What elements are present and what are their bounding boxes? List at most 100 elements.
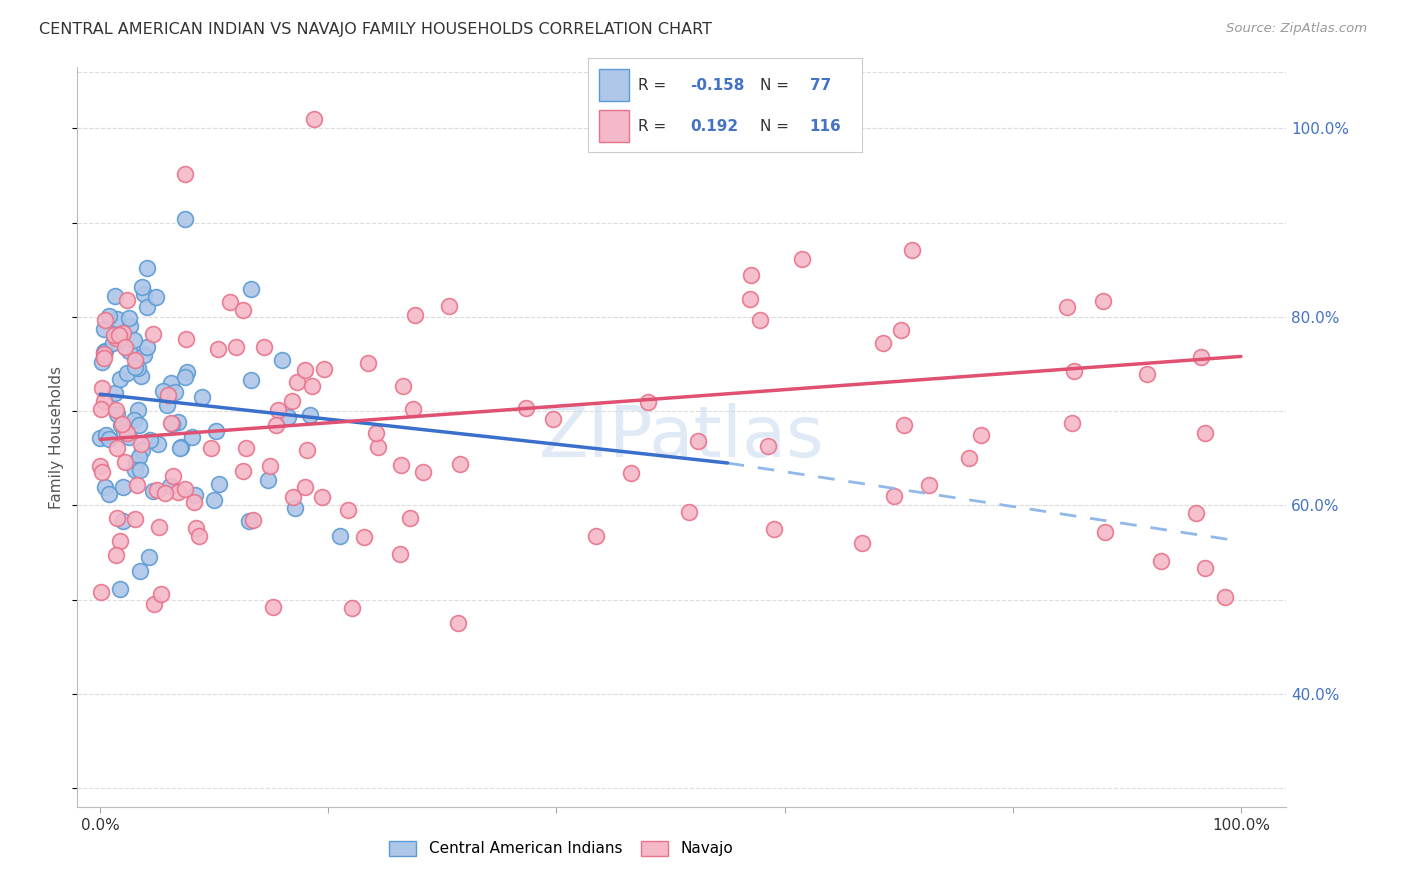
Point: [125, 455, 148, 469]
Point: [111, 417, 134, 431]
Point: [257, 473, 280, 487]
Bar: [599, 70, 628, 101]
Point: [152, 384, 174, 399]
Point: [170, 440, 193, 454]
Point: [118, 429, 141, 443]
Point: [851, 535, 873, 549]
Point: [181, 430, 204, 444]
Point: [131, 443, 153, 458]
Point: [1189, 351, 1212, 365]
Point: [412, 465, 434, 479]
Point: [122, 333, 145, 347]
Point: [128, 450, 150, 464]
Point: [93, 345, 115, 359]
Point: [124, 463, 146, 477]
Point: [142, 483, 165, 498]
Point: [232, 464, 254, 478]
Point: [207, 342, 229, 356]
Point: [103, 327, 125, 342]
Point: [1136, 368, 1159, 382]
Point: [262, 600, 284, 615]
Point: [103, 385, 125, 400]
Point: [146, 437, 169, 451]
Point: [176, 365, 198, 379]
Point: [127, 360, 149, 375]
Point: [108, 582, 131, 596]
Point: [90, 402, 112, 417]
Point: [901, 243, 924, 257]
Point: [110, 372, 132, 386]
Point: [114, 340, 136, 354]
Point: [173, 482, 195, 496]
Point: [191, 390, 214, 404]
Y-axis label: Family Households: Family Households: [49, 366, 65, 508]
Point: [122, 412, 145, 426]
Point: [128, 565, 150, 579]
Point: [312, 361, 335, 376]
Point: [302, 112, 325, 126]
Point: [117, 293, 139, 307]
Point: [148, 520, 170, 534]
Point: [129, 368, 152, 383]
Point: [93, 322, 115, 336]
Point: [90, 585, 112, 599]
Point: [620, 466, 643, 480]
Point: [132, 287, 155, 301]
Point: [762, 522, 785, 536]
Point: [749, 313, 772, 327]
Point: [105, 441, 128, 455]
Text: 77: 77: [810, 78, 831, 93]
Text: 0.192: 0.192: [690, 119, 738, 134]
Point: [957, 451, 980, 466]
Point: [872, 335, 894, 350]
Point: [112, 480, 135, 494]
Point: [97, 432, 120, 446]
Point: [135, 261, 157, 276]
Point: [183, 495, 205, 509]
Point: [174, 332, 197, 346]
Text: Source: ZipAtlas.com: Source: ZipAtlas.com: [1226, 22, 1367, 36]
Point: [207, 477, 229, 491]
Point: [235, 441, 257, 455]
Point: [124, 359, 146, 374]
Point: [264, 417, 287, 432]
Point: [1150, 554, 1173, 568]
Point: [200, 442, 222, 456]
Point: [128, 417, 150, 432]
Point: [301, 379, 323, 393]
Point: [970, 428, 993, 442]
Point: [127, 403, 149, 417]
Point: [437, 299, 460, 313]
Point: [89, 458, 111, 473]
Point: [285, 375, 308, 389]
Point: [124, 352, 146, 367]
Point: [107, 328, 129, 343]
Point: [110, 533, 132, 548]
Point: [404, 308, 426, 322]
Point: [160, 417, 183, 431]
Point: [167, 484, 190, 499]
Point: [253, 340, 276, 354]
Point: [132, 348, 155, 362]
Point: [174, 212, 197, 227]
Point: [174, 370, 197, 384]
Point: [153, 485, 176, 500]
Point: [98, 309, 121, 323]
Point: [1185, 506, 1208, 520]
Point: [105, 331, 128, 345]
Text: N =: N =: [761, 78, 794, 93]
Text: N =: N =: [761, 119, 794, 134]
Point: [1063, 364, 1085, 378]
Point: [118, 311, 141, 326]
Point: [585, 529, 607, 543]
Point: [364, 425, 387, 440]
Point: [94, 480, 117, 494]
Point: [1091, 294, 1114, 309]
Point: [150, 587, 173, 601]
Point: [367, 440, 389, 454]
Point: [449, 457, 471, 471]
Point: [890, 323, 912, 337]
Point: [1194, 561, 1216, 575]
Point: [342, 600, 364, 615]
Point: [541, 412, 564, 426]
